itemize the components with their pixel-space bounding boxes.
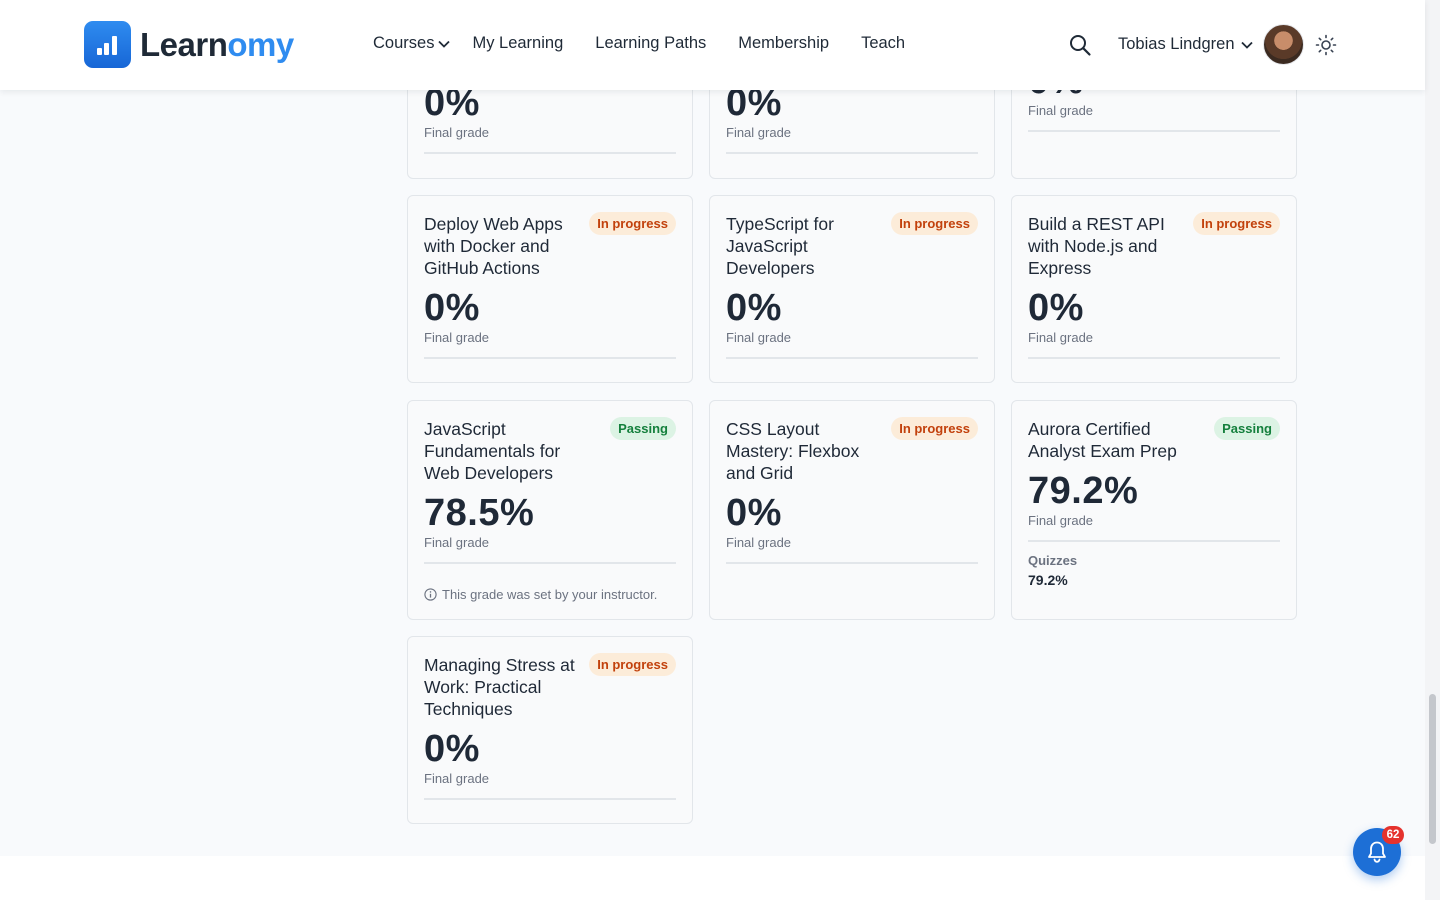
final-grade-label: Final grade — [1028, 103, 1094, 118]
card-divider — [424, 562, 676, 564]
sun-icon[interactable] — [1315, 34, 1337, 56]
search-icon[interactable] — [1068, 33, 1092, 57]
card-divider — [424, 798, 676, 800]
nav-my-learning[interactable]: My Learning — [472, 34, 564, 52]
final-grade-label: Final grade — [726, 125, 792, 140]
final-grade-value: 79.2% — [1028, 470, 1139, 512]
nav-learning-paths[interactable]: Learning Paths — [595, 34, 707, 52]
notification-count-badge: 62 — [1382, 826, 1404, 844]
chevron-down-icon — [438, 40, 451, 48]
course-grade-card[interactable]: Aurora Certified Analyst Exam Prep Passi… — [1011, 400, 1297, 620]
card-divider — [1028, 357, 1280, 359]
avatar[interactable] — [1263, 24, 1304, 65]
final-grade-value: 0% — [726, 492, 782, 534]
card-divider — [1028, 130, 1280, 132]
course-grade-card[interactable]: Build a REST API with Node.js and Expres… — [1011, 195, 1297, 383]
logo-chart-icon — [84, 21, 131, 68]
nav-teach[interactable]: Teach — [861, 34, 906, 52]
card-divider — [726, 357, 978, 359]
final-grade-value: 0% — [1028, 287, 1084, 329]
bell-icon — [1368, 841, 1386, 863]
course-title: CSS Layout Mastery: Flexbox and Grid — [726, 419, 860, 483]
scrollbar-thumb[interactable] — [1429, 694, 1436, 844]
course-grade-card[interactable]: Managing Stress at Work: Practical Techn… — [407, 636, 693, 824]
course-grade-card[interactable]: TypeScript for JavaScript Developers In … — [709, 195, 995, 383]
status-badge: In progress — [891, 212, 978, 235]
nav-courses[interactable]: Courses — [373, 34, 451, 53]
final-grade-value: 0% — [726, 287, 782, 329]
final-grade-label: Final grade — [1028, 513, 1094, 528]
info-icon — [424, 588, 437, 601]
course-title: Managing Stress at Work: Practical Techn… — [424, 655, 575, 719]
user-name: Tobias Lindgren — [1118, 35, 1235, 53]
card-divider — [726, 152, 978, 154]
course-grade-card[interactable]: CSS Layout Mastery: Flexbox and Grid In … — [709, 400, 995, 620]
course-title: JavaScript Fundamentals for Web Develope… — [424, 419, 561, 483]
card-divider — [1028, 540, 1280, 542]
course-title: Aurora Certified Analyst Exam Prep — [1028, 419, 1177, 461]
status-badge: Passing — [610, 417, 676, 440]
vertical-scrollbar[interactable] — [1425, 0, 1440, 900]
instructor-note: This grade was set by your instructor. — [424, 587, 657, 602]
status-badge: Passing — [1214, 417, 1280, 440]
status-badge: In progress — [589, 212, 676, 235]
quizzes-value: 79.2% — [1028, 572, 1068, 588]
card-divider — [424, 357, 676, 359]
final-grade-label: Final grade — [424, 330, 490, 345]
status-badge: In progress — [891, 417, 978, 440]
card-divider — [424, 152, 676, 154]
final-grade-value: 0% — [424, 728, 480, 770]
course-title: Deploy Web Apps with Docker and GitHub A… — [424, 214, 563, 278]
page-footer-area — [0, 856, 1425, 900]
chevron-down-icon — [1240, 41, 1253, 49]
status-badge: In progress — [589, 653, 676, 676]
final-grade-label: Final grade — [424, 771, 490, 786]
notifications-button[interactable]: 62 — [1353, 826, 1404, 876]
final-grade-label: Final grade — [424, 535, 490, 550]
final-grade-label: Final grade — [726, 535, 792, 550]
final-grade-label: Final grade — [726, 330, 792, 345]
main-nav: Courses My Learning Learning Paths Membe… — [373, 34, 937, 53]
course-title: Build a REST API with Node.js and Expres… — [1028, 214, 1165, 278]
course-grade-card[interactable]: JavaScript Fundamentals for Web Develope… — [407, 400, 693, 620]
final-grade-value: 78.5% — [424, 492, 535, 534]
final-grade-label: Final grade — [1028, 330, 1094, 345]
user-menu[interactable]: Tobias Lindgren — [1118, 35, 1253, 54]
quizzes-label: Quizzes — [1028, 553, 1078, 568]
status-badge: In progress — [1193, 212, 1280, 235]
course-title: TypeScript for JavaScript Developers — [726, 214, 834, 278]
logo[interactable]: Learnomy — [84, 21, 294, 68]
card-divider — [726, 562, 978, 564]
logo-wordmark: Learnomy — [140, 26, 294, 63]
top-header: Learnomy Courses My Learning Learning Pa… — [0, 0, 1425, 90]
course-grade-card[interactable]: Deploy Web Apps with Docker and GitHub A… — [407, 195, 693, 383]
final-grade-label: Final grade — [424, 125, 490, 140]
final-grade-value: 0% — [424, 287, 480, 329]
nav-membership[interactable]: Membership — [738, 34, 830, 52]
